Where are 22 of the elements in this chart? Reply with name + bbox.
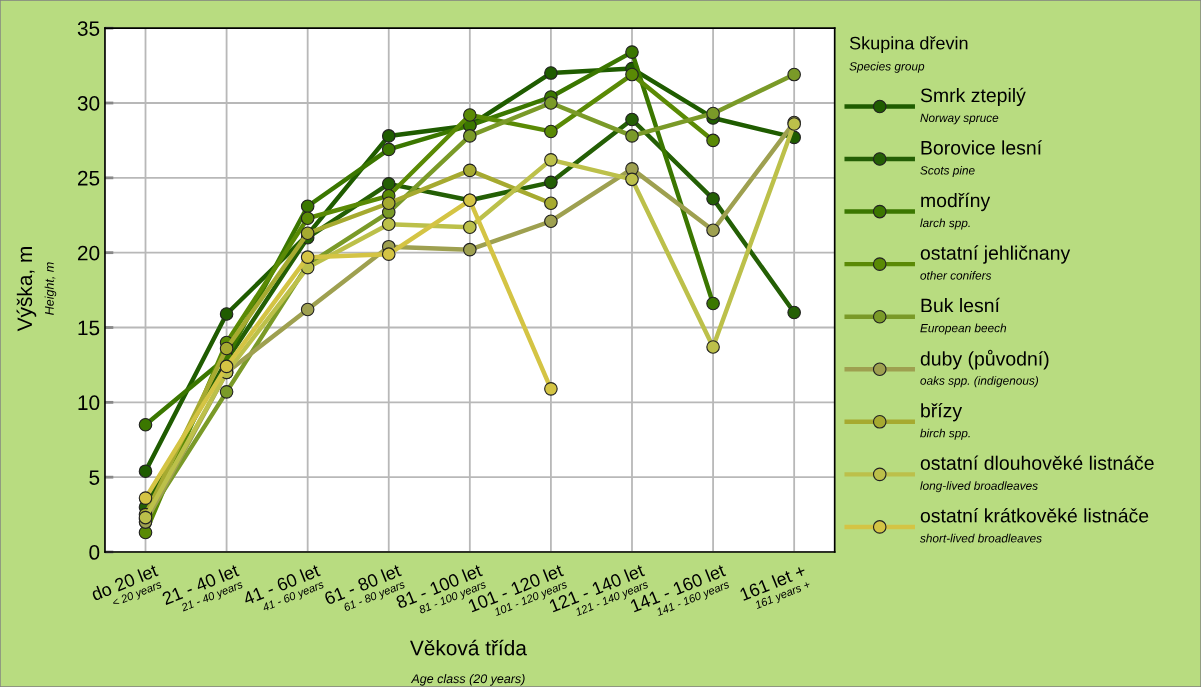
y-tick-label: 0 [89,545,100,560]
y-tick-label: 30 [77,96,100,111]
legend-label: břízy birch spp. [920,403,970,440]
x-axis-title: Věková třída Age class (20 years) [410,639,527,686]
legend-label: ostatní dlouhověké listnáče long-lived broadleaves [920,455,1154,493]
legend-title: Skupina dřevin Species group [849,36,968,73]
legend-label: Buk lesní European beech [920,297,1007,335]
y-tick-label: 25 [77,170,100,186]
y-tick-label: 20 [77,245,100,261]
y-tick-label: 10 [78,395,100,411]
legend-label: duby (původní) oaks spp. (indigenous) [920,349,1049,388]
legend-label: ostatní jehličnany other conifers [920,245,1071,280]
x-tick-label: 21 - 40 let 21 - 40 years [161,563,245,614]
x-tick-label: 161 let + 161 years + [739,563,812,612]
y-tick-label: 15 [78,320,100,336]
y-tick-label: 35 [77,21,100,36]
legend-label: Smrk ztepilý Norway spruce [920,87,1026,125]
y-tick-label: 5 [89,470,100,485]
legend-label: ostatní krátkověké listnáče short-lived broadleaves [920,508,1149,543]
y-axis-title: Výška, m Height, m [16,247,57,332]
legend-label: modříny larch spp. [920,192,991,230]
legend-label: Borovice lesní Scots pine [920,140,1043,177]
